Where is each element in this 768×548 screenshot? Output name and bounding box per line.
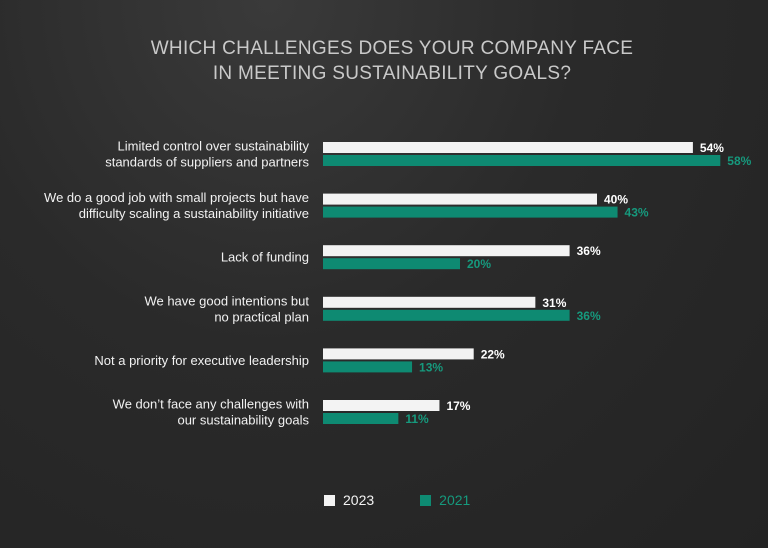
chart-title-line-2: IN MEETING SUSTAINABILITY GOALS? bbox=[212, 63, 572, 84]
category-label: Lack of funding bbox=[221, 250, 309, 265]
category-label: Not a priority for executive leadership bbox=[94, 353, 309, 368]
bar-2021 bbox=[323, 361, 413, 373]
category-label: standards of suppliers and partners bbox=[105, 155, 309, 170]
data-label-2021: 43% bbox=[625, 206, 649, 220]
chart-title-line-1: WHICH CHALLENGES DOES YOUR COMPANY FACE bbox=[150, 38, 634, 59]
legend-item-2023: 2023 bbox=[324, 492, 374, 508]
bar-2023 bbox=[323, 245, 570, 257]
category-label: difficulty scaling a sustainability init… bbox=[79, 206, 309, 221]
bar-2023 bbox=[323, 142, 693, 153]
bar-2023 bbox=[323, 193, 597, 205]
data-label-2023: 31% bbox=[542, 296, 566, 310]
legend-label-2023: 2023 bbox=[343, 492, 375, 508]
legend: 2023 2021 bbox=[324, 492, 470, 508]
bar-2023 bbox=[323, 296, 536, 308]
category-label: We do a good job with small projects but… bbox=[44, 190, 309, 205]
bar-2023 bbox=[323, 348, 474, 360]
bar-2021 bbox=[323, 206, 618, 218]
category-label: no practical plan bbox=[214, 309, 309, 324]
chart-title: WHICH CHALLENGES DOES YOUR COMPANY FACE … bbox=[0, 36, 768, 86]
data-label-2023: 54% bbox=[700, 141, 724, 155]
data-label-2023: 36% bbox=[577, 244, 601, 258]
category-label: We don’t face any challenges with bbox=[113, 397, 309, 412]
legend-swatch-2023 bbox=[324, 494, 335, 506]
data-label-2021: 58% bbox=[727, 154, 751, 168]
data-label-2021: 11% bbox=[405, 412, 429, 426]
legend-swatch-2021 bbox=[420, 494, 432, 506]
legend-label-2021: 2021 bbox=[439, 492, 471, 508]
bar-2023 bbox=[323, 400, 440, 411]
data-label-2023: 17% bbox=[446, 399, 470, 413]
bar-2021 bbox=[323, 309, 570, 321]
data-label-2021: 36% bbox=[577, 309, 601, 323]
legend-item-2021: 2021 bbox=[420, 492, 470, 508]
data-label-2023: 40% bbox=[604, 193, 628, 207]
data-label-2021: 13% bbox=[419, 360, 443, 374]
bar-2021 bbox=[323, 413, 399, 424]
bar-2021 bbox=[323, 258, 460, 270]
bar-2021 bbox=[323, 155, 721, 166]
category-label: our sustainability goals bbox=[177, 413, 309, 428]
category-label: Limited control over sustainability bbox=[118, 139, 310, 154]
data-label-2023: 22% bbox=[481, 347, 505, 361]
data-label-2021: 20% bbox=[467, 257, 491, 271]
category-label: We have good intentions but bbox=[144, 293, 309, 308]
